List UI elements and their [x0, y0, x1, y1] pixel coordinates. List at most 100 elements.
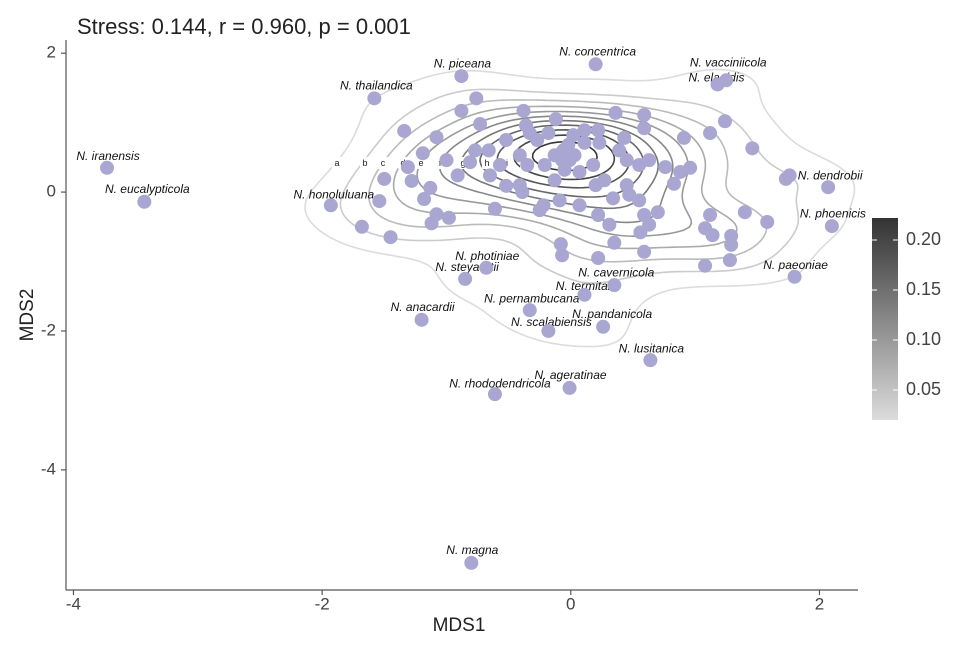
point — [499, 133, 514, 147]
point — [372, 194, 387, 209]
point — [417, 192, 432, 207]
point — [541, 126, 556, 141]
point — [400, 160, 415, 175]
contour-tag: h — [484, 158, 489, 168]
point — [423, 180, 438, 195]
point — [424, 216, 439, 231]
point — [512, 148, 527, 163]
point — [710, 77, 725, 92]
point — [100, 160, 115, 175]
point — [492, 158, 507, 172]
point — [354, 219, 369, 234]
contour-tag-box — [332, 157, 342, 169]
point — [512, 178, 527, 193]
point — [760, 214, 775, 229]
point — [577, 287, 592, 302]
contour-tag-box — [360, 157, 370, 169]
contour-tag-box — [378, 157, 388, 169]
point — [469, 91, 484, 106]
point — [454, 103, 469, 118]
x-tick-label: 0 — [566, 594, 575, 613]
point-label: N. vacciniicola — [690, 55, 767, 69]
colorbar — [872, 218, 898, 420]
y-tick-label: -4 — [41, 459, 56, 478]
point — [481, 143, 496, 158]
point — [458, 271, 473, 286]
point — [824, 219, 839, 234]
point — [591, 123, 606, 138]
point — [487, 387, 502, 402]
point — [633, 225, 648, 240]
point — [541, 323, 556, 338]
point — [383, 230, 398, 245]
point — [612, 143, 627, 158]
point — [522, 303, 537, 318]
point — [548, 112, 563, 127]
point-label: N. pernambucana — [484, 291, 580, 305]
point — [439, 153, 454, 168]
point — [658, 160, 673, 175]
point — [537, 158, 552, 172]
point — [821, 180, 836, 195]
point — [650, 205, 665, 220]
point — [676, 130, 691, 145]
point — [619, 153, 634, 168]
point — [637, 108, 652, 122]
point — [577, 123, 592, 138]
point-label: N. dendrobii — [798, 168, 863, 182]
point — [429, 130, 444, 145]
x-tick-label: 2 — [815, 594, 824, 613]
point-label: N. lusitanica — [619, 341, 685, 355]
point — [367, 91, 382, 106]
point — [555, 248, 570, 263]
point — [479, 260, 494, 275]
point — [698, 258, 713, 273]
point — [415, 146, 430, 161]
point — [572, 164, 587, 179]
point-label: N. ageratinae — [535, 368, 607, 382]
point — [717, 114, 732, 129]
point-label: N. iranensis — [76, 149, 139, 163]
point-label: N. pandanicola — [572, 307, 652, 321]
point — [552, 193, 567, 208]
point — [588, 178, 603, 193]
point — [586, 158, 601, 172]
point — [606, 191, 621, 206]
y-tick-label: 2 — [47, 43, 56, 62]
contour-line — [339, 88, 800, 284]
point — [602, 217, 617, 232]
colorbar-tick-label: 0.05 — [906, 379, 941, 399]
point — [592, 135, 607, 150]
point — [473, 117, 488, 132]
point — [487, 201, 502, 216]
contour-tag: a — [334, 158, 339, 168]
colorbar-tick-label: 0.15 — [906, 279, 941, 299]
x-tick-label: -2 — [315, 594, 330, 613]
point — [698, 221, 713, 236]
point — [464, 555, 479, 570]
point-label: N. thailandica — [340, 79, 413, 93]
point — [724, 237, 739, 252]
point — [441, 210, 456, 225]
y-tick-label: -2 — [41, 320, 56, 339]
point — [454, 69, 469, 84]
point — [414, 312, 429, 327]
point-label: N. termitarii — [556, 279, 618, 293]
point-label: N. piceana — [434, 56, 492, 70]
point — [745, 141, 760, 156]
x-axis-title: MDS1 — [433, 615, 486, 636]
point — [622, 187, 637, 202]
point — [608, 105, 623, 120]
point-label: N. scalabiensis — [511, 315, 592, 329]
y-tick-label: 0 — [47, 182, 56, 201]
point — [530, 133, 545, 147]
point — [666, 176, 681, 191]
point — [637, 244, 652, 259]
point — [643, 353, 658, 368]
point-label: N. magna — [446, 543, 498, 557]
point-label: N. eucalypticola — [105, 182, 190, 196]
point — [397, 123, 412, 138]
point-labels: N. iranensis N. eucalypticola N. thailandi… — [76, 44, 866, 557]
point — [787, 269, 802, 284]
